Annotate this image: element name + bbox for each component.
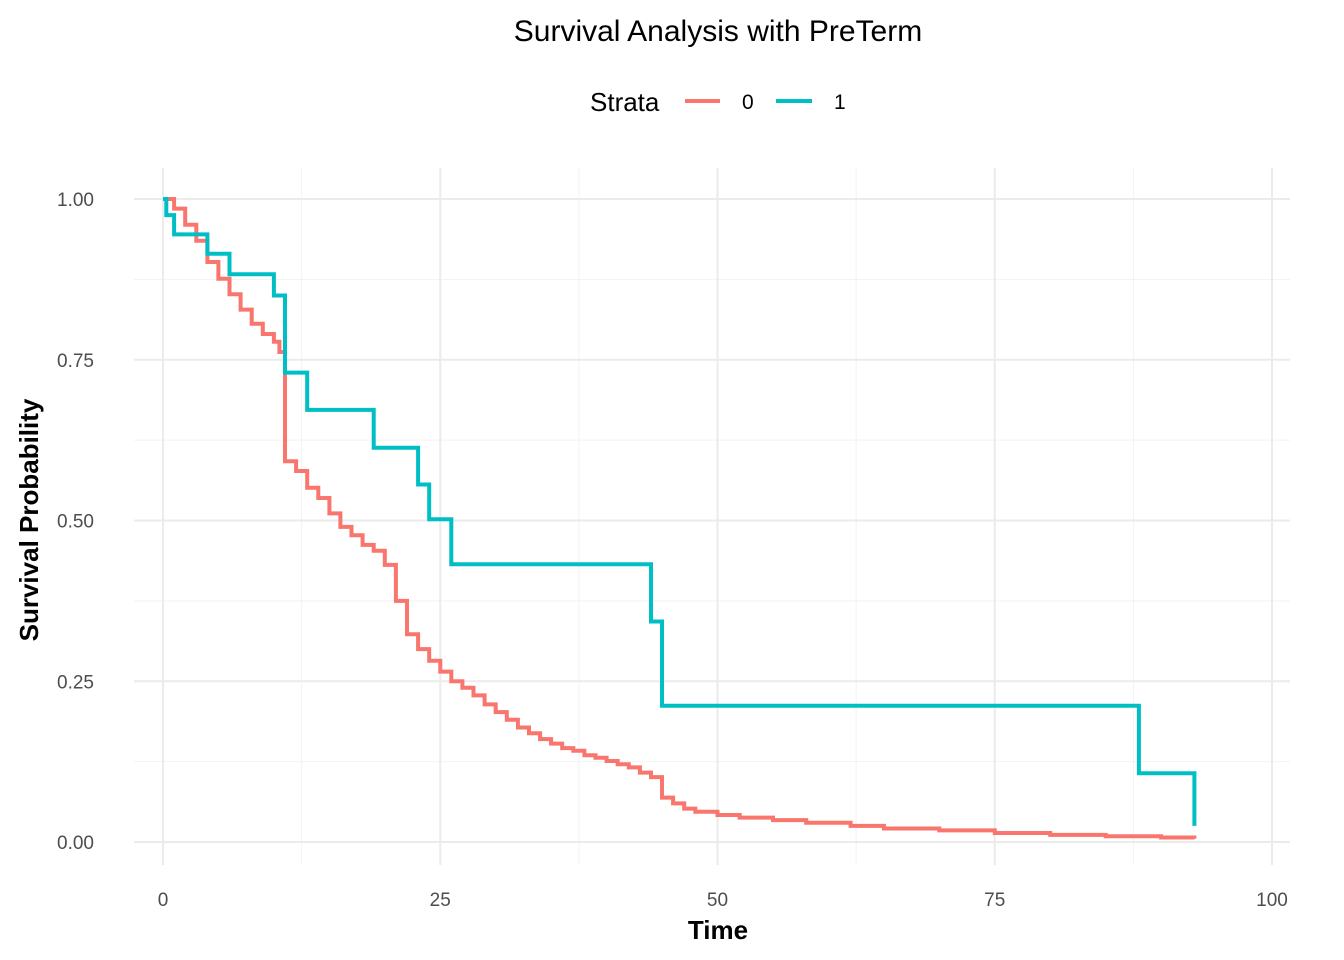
tick-labels: 0 25 50 75 100 0.00 0.25 0.50 0.75 1.00 (57, 190, 1288, 911)
grid (134, 168, 1290, 865)
y-tick-label: 0.00 (57, 833, 94, 854)
x-tick-label: 25 (430, 890, 451, 911)
x-tick-label: 75 (984, 890, 1005, 911)
x-tick-label: 100 (1256, 890, 1288, 911)
x-tick-label: 50 (707, 890, 728, 911)
series-layer (163, 197, 1197, 840)
x-axis-label: Time (688, 915, 748, 945)
y-tick-label: 1.00 (57, 190, 94, 211)
chart-title: Survival Analysis with PreTerm (514, 15, 922, 48)
legend: Strata 0 1 (590, 87, 846, 117)
series-line-0 (163, 197, 1197, 840)
legend-title: Strata (590, 87, 660, 117)
y-axis-label: Survival Probability (14, 398, 44, 641)
legend-label-1: 1 (834, 91, 846, 114)
y-tick-label: 0.50 (57, 512, 94, 533)
x-tick-label: 0 (158, 890, 169, 911)
series-line-1 (163, 197, 1197, 826)
legend-label-0: 0 (742, 91, 754, 114)
y-tick-label: 0.25 (57, 672, 94, 693)
y-tick-label: 0.75 (57, 351, 94, 372)
